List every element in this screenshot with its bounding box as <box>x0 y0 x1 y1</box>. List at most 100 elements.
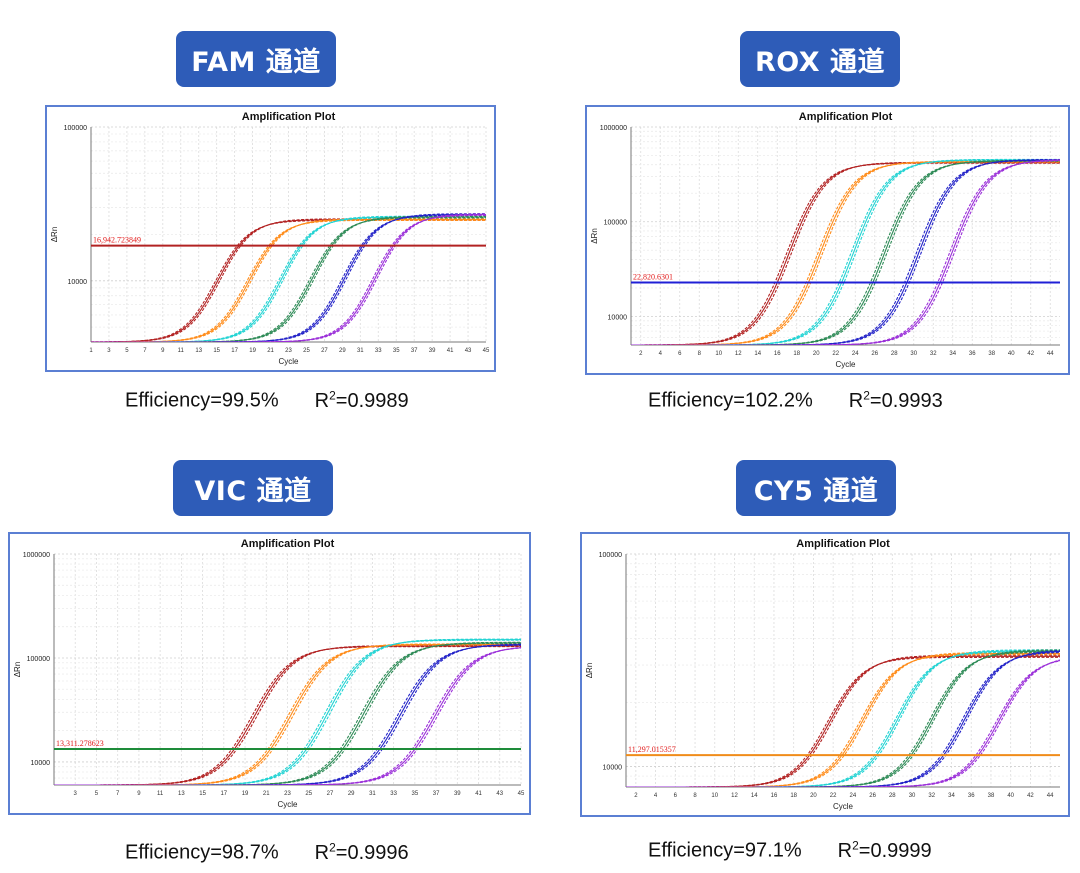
x-tick-label: 45 <box>518 791 525 797</box>
x-tick-label: 26 <box>871 351 878 357</box>
amplification-curve <box>626 652 1060 787</box>
amplification-curve <box>54 638 521 785</box>
x-tick-label: 31 <box>369 791 376 797</box>
x-axis-label: Cycle <box>278 357 299 366</box>
rox-amplification-plot: Amplification Plot 10000 100000 1000000 2 4 6 8… <box>585 105 1070 375</box>
rox-efficiency: Efficiency=102.2% <box>648 389 813 412</box>
x-tick-label: 26 <box>869 793 876 799</box>
x-tick-label: 39 <box>454 791 461 797</box>
y-tick-label: 1000000 <box>600 125 627 132</box>
amplification-curve <box>91 214 486 342</box>
x-tick-label: 41 <box>447 348 454 354</box>
amplification-curve <box>626 650 1060 787</box>
x-tick-label: 16 <box>771 793 778 799</box>
amplification-curve <box>91 213 486 342</box>
x-tick-label: 8 <box>698 351 702 357</box>
x-tick-label: 41 <box>475 791 482 797</box>
x-tick-label: 24 <box>852 351 859 357</box>
amplification-curve <box>626 654 1060 787</box>
y-tick-label: 10000 <box>603 764 623 771</box>
amplification-curve <box>91 213 486 342</box>
x-tick-label: 33 <box>390 791 397 797</box>
x-tick-label: 30 <box>910 351 917 357</box>
cy5-efficiency: Efficiency=97.1% <box>648 839 802 862</box>
x-tick-label: 12 <box>731 793 738 799</box>
amplification-curve <box>91 213 486 342</box>
x-tick-label: 40 <box>1008 351 1015 357</box>
x-tick-label: 4 <box>654 793 658 799</box>
x-tick-label: 32 <box>930 351 937 357</box>
fam-r2: R2=0.9989 <box>314 388 409 412</box>
amplification-curve <box>631 162 1060 345</box>
y-tick-label: 10000 <box>31 760 51 767</box>
x-tick-label: 1 <box>89 348 93 354</box>
vic-efficiency: Efficiency=98.7% <box>125 841 279 864</box>
amplification-curve <box>631 159 1060 345</box>
x-tick-label: 21 <box>267 348 274 354</box>
x-tick-label: 10 <box>711 793 718 799</box>
x-tick-label: 44 <box>1047 351 1054 357</box>
amplification-curve <box>631 158 1060 345</box>
x-tick-label: 8 <box>693 793 697 799</box>
x-tick-label: 32 <box>928 793 935 799</box>
x-tick-label: 20 <box>813 351 820 357</box>
amplification-curve <box>631 158 1060 345</box>
amplification-curve <box>631 159 1060 345</box>
x-tick-label: 13 <box>178 791 185 797</box>
curves-group <box>54 638 521 785</box>
x-tick-label: 13 <box>195 348 202 354</box>
x-tick-label: 9 <box>161 348 165 354</box>
y-tick-label: 1000000 <box>23 552 50 559</box>
amplification-curve <box>631 160 1060 345</box>
chart-title: Amplification Plot <box>796 538 890 550</box>
x-tick-label: 40 <box>1007 793 1014 799</box>
x-tick-label: 15 <box>213 348 220 354</box>
x-tick-label: 25 <box>303 348 310 354</box>
x-axis-label: Cycle <box>835 360 856 369</box>
x-tick-label: 18 <box>790 793 797 799</box>
x-tick-label: 2 <box>639 351 643 357</box>
y-tick-label: 100000 <box>27 656 50 663</box>
cy5-stats: Efficiency=97.1% R2=0.9999 <box>648 838 932 863</box>
y-tick-label: 10000 <box>608 314 628 321</box>
x-tick-label: 5 <box>95 791 99 797</box>
x-tick-label: 16 <box>774 351 781 357</box>
curves-group <box>91 213 486 342</box>
x-tick-label: 7 <box>143 348 147 354</box>
x-tick-label: 17 <box>220 791 227 797</box>
fam-stats: Efficiency=99.5% R2=0.9989 <box>125 388 409 413</box>
amplification-curve <box>626 649 1060 787</box>
x-tick-label: 27 <box>327 791 334 797</box>
y-tick-label: 100000 <box>604 220 627 227</box>
amplification-curve <box>54 647 521 785</box>
rox-r2: R2=0.9993 <box>848 388 943 412</box>
chart-title: Amplification Plot <box>242 111 336 123</box>
x-tick-label: 45 <box>483 348 490 354</box>
vic-channel-badge: VIC 通道 <box>173 460 333 516</box>
x-tick-label: 30 <box>909 793 916 799</box>
x-tick-label: 31 <box>357 348 364 354</box>
x-tick-label: 34 <box>949 351 956 357</box>
amplification-curve <box>631 161 1060 345</box>
x-tick-label: 22 <box>832 351 839 357</box>
x-tick-label: 3 <box>107 348 111 354</box>
x-tick-label: 23 <box>285 348 292 354</box>
y-axis-label: ΔRn <box>590 228 599 244</box>
x-axis-label: Cycle <box>833 802 854 811</box>
x-tick-label: 36 <box>969 351 976 357</box>
x-tick-label: 21 <box>263 791 270 797</box>
x-tick-label: 5 <box>125 348 129 354</box>
amplification-curve <box>54 647 521 785</box>
x-tick-label: 35 <box>393 348 400 354</box>
x-tick-label: 25 <box>305 791 312 797</box>
threshold-label: 13,311.278623 <box>56 739 104 748</box>
amplification-curve <box>54 646 521 785</box>
amplification-curve <box>626 656 1060 787</box>
amplification-curve <box>631 160 1060 345</box>
amplification-curve <box>631 159 1060 345</box>
x-tick-label: 24 <box>850 793 857 799</box>
x-tick-label: 10 <box>715 351 722 357</box>
x-tick-label: 22 <box>830 793 837 799</box>
